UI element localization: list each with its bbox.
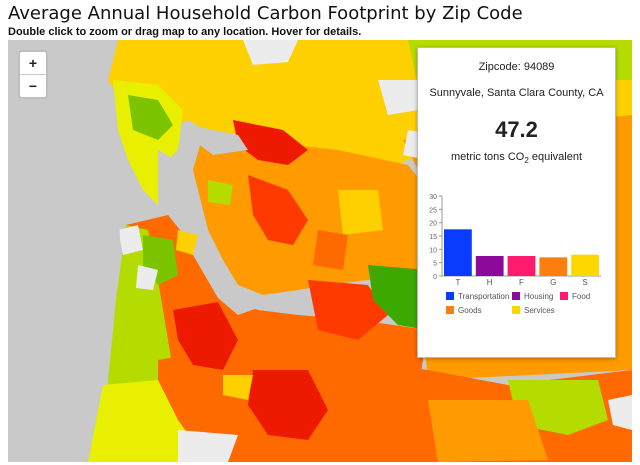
region-green-marin bbox=[128, 95, 173, 140]
legend-label: Housing bbox=[524, 292, 554, 301]
region-south-red bbox=[248, 370, 328, 440]
y-tick-label: 30 bbox=[429, 194, 437, 201]
legend-swatch bbox=[512, 306, 520, 314]
y-tick-label: 15 bbox=[429, 234, 437, 241]
region-no-data-6 bbox=[178, 430, 238, 462]
region-patch-d bbox=[313, 230, 348, 270]
x-tick-label: S bbox=[582, 278, 587, 287]
region-no-data-4 bbox=[118, 225, 143, 255]
zipcode-label: Zipcode: bbox=[478, 61, 521, 73]
bar-H bbox=[475, 256, 504, 276]
bay-water bbox=[158, 150, 258, 315]
place-name: Sunnyvale, Santa Clara County, CA bbox=[429, 87, 604, 99]
legend-swatch bbox=[446, 306, 454, 314]
unit-suffix: equivalent bbox=[528, 151, 583, 163]
bar-S bbox=[571, 254, 599, 276]
legend-item: Services bbox=[512, 306, 555, 315]
legend-swatch bbox=[560, 292, 568, 300]
bay-water-north bbox=[188, 125, 248, 155]
legend-item: Housing bbox=[512, 292, 553, 301]
map-instructions: Double click to zoom or drag map to any … bbox=[8, 26, 362, 38]
region-patch-b bbox=[208, 180, 233, 205]
region-patch-e bbox=[223, 375, 253, 400]
x-tick-label: F bbox=[519, 278, 524, 287]
region-south-orange bbox=[308, 280, 388, 340]
bar-F bbox=[507, 256, 536, 276]
legend-swatch bbox=[446, 292, 454, 300]
unit-subscript: 2 bbox=[524, 156, 529, 166]
legend-label: Goods bbox=[458, 306, 482, 315]
region-east-red bbox=[233, 120, 308, 165]
y-tick-label: 5 bbox=[433, 261, 437, 268]
region-no-data-1 bbox=[243, 40, 298, 65]
land-east-bay bbox=[193, 135, 428, 295]
region-orange-se bbox=[428, 400, 548, 462]
legend-item: Transportation bbox=[446, 292, 509, 301]
x-tick-label: H bbox=[487, 278, 493, 287]
info-panel: Zipcode: 94089 Sunnyvale, Santa Clara Co… bbox=[417, 47, 616, 358]
page-title: Average Annual Household Carbon Footprin… bbox=[8, 3, 523, 24]
zipcode-value: 94089 bbox=[523, 61, 555, 73]
bar-T bbox=[444, 229, 472, 276]
region-patch-c bbox=[338, 190, 383, 235]
region-no-data-2 bbox=[378, 80, 418, 115]
y-tick-label: 10 bbox=[429, 247, 437, 254]
region-no-data-7 bbox=[608, 395, 632, 430]
x-tick-label: T bbox=[455, 278, 460, 287]
unit-prefix: metric tons CO bbox=[450, 151, 525, 163]
zoom-in-button[interactable]: + bbox=[28, 55, 38, 71]
category-bar-chart: 0 5 10 15 20 25 30 T H F G S bbox=[429, 194, 601, 287]
legend-item: Goods bbox=[446, 306, 482, 315]
region-peninsula-red bbox=[173, 302, 238, 370]
total-footprint: 47.2 bbox=[495, 117, 538, 142]
y-tick-label: 20 bbox=[429, 221, 437, 228]
region-green-e bbox=[368, 265, 428, 330]
region-patch-a bbox=[176, 230, 198, 255]
zipcode-line: Zipcode: 94089 bbox=[418, 61, 615, 73]
region-no-data-5 bbox=[136, 265, 158, 290]
ocean-water bbox=[8, 40, 120, 462]
legend-swatch bbox=[512, 292, 520, 300]
zoom-control: + − bbox=[18, 50, 48, 99]
x-tick-label: G bbox=[550, 278, 556, 287]
footprint-unit: metric tons CO2 equivalent bbox=[418, 151, 615, 165]
region-east-red-2 bbox=[248, 175, 308, 245]
zoom-out-button[interactable]: − bbox=[20, 74, 46, 97]
legend-label: Food bbox=[572, 292, 591, 301]
legend-label: Services bbox=[524, 306, 555, 315]
y-tick-label: 0 bbox=[433, 274, 437, 281]
y-tick-label: 25 bbox=[429, 207, 437, 214]
bar-G bbox=[539, 257, 568, 276]
legend-item: Food bbox=[560, 292, 590, 301]
legend-label: Transportation bbox=[458, 292, 510, 301]
